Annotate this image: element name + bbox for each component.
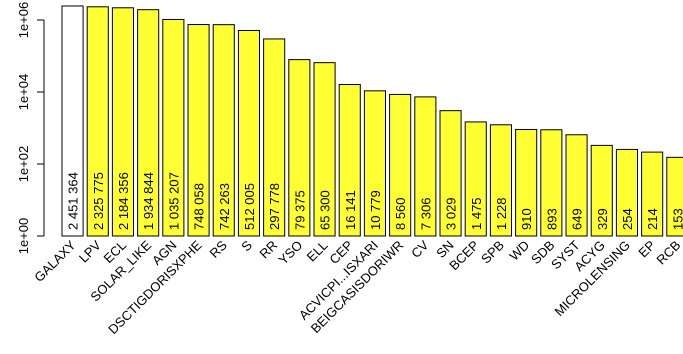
bar-value-label: 16 141: [343, 190, 358, 230]
bar: [263, 38, 286, 237]
y-axis: 1e+00 1e+02 1e+04 1e+06: [16, 2, 45, 255]
bar: [313, 62, 336, 237]
bar-value-label: 214: [645, 208, 660, 230]
bar-value-label: 7 306: [418, 197, 433, 230]
y-tick-label: 1e+02: [16, 146, 31, 183]
bar-value-label: 297 778: [267, 183, 282, 230]
category-label: S: [238, 237, 255, 254]
bar-value-label: 512 005: [242, 183, 257, 230]
bar-value-label: 2 451 364: [66, 172, 81, 230]
bars: [61, 5, 683, 237]
bar: [565, 134, 588, 237]
bar-value-label: 2 325 775: [91, 172, 106, 230]
category-label: ELL: [304, 238, 331, 265]
bar: [540, 129, 563, 237]
bar: [212, 24, 235, 237]
bar-value-label: 742 263: [217, 183, 232, 230]
category-label: SPB: [478, 238, 507, 267]
bar-value-label: 893: [544, 208, 559, 230]
bar: [666, 156, 683, 237]
bar: [363, 90, 386, 237]
y-tick-label: 1e+06: [16, 2, 31, 39]
bar: [111, 7, 135, 237]
bar: [86, 6, 109, 237]
category-label: WD: [506, 238, 532, 264]
bar: [489, 124, 512, 237]
bar-value-label: 254: [620, 208, 635, 230]
bar-value-label: 1 035 207: [166, 172, 181, 230]
bar: [162, 18, 185, 237]
value-labels: 2 451 364 2 325 775 2 184 356 1 934 844 1 03…: [66, 172, 683, 230]
bar-value-label: 1 228: [494, 197, 509, 230]
bar: [288, 59, 311, 237]
bar-value-label: 1 934 844: [141, 172, 156, 230]
bar-value-label: 10 779: [368, 190, 383, 230]
bar-value-label: 910: [519, 208, 534, 230]
bar-value-label: 79 375: [292, 190, 307, 230]
bar: [137, 9, 160, 237]
category-label: GALAXY: [31, 237, 79, 285]
bar: [439, 110, 462, 237]
bar: [615, 148, 639, 237]
bar: [338, 84, 361, 237]
category-labels: GALAXYLPVECLSOLAR_LIKEAGNDSCTIGDORISXPHE…: [31, 237, 683, 337]
bar-value-label: 1 475: [469, 197, 484, 230]
bar: [590, 144, 613, 237]
bar: [61, 5, 84, 237]
bar-value-label: 65 300: [318, 190, 333, 230]
bar-value-label: 329: [595, 208, 610, 230]
bar-value-label: 8 560: [393, 197, 408, 230]
bar: [641, 151, 664, 237]
bar-value-label: 748 058: [192, 183, 207, 230]
category-label: CV: [408, 237, 432, 261]
bar: [389, 93, 412, 237]
bar-value-label: 2 184 356: [116, 172, 131, 230]
category-label: LPV: [76, 237, 104, 265]
bar: [187, 24, 210, 237]
category-label: YSO: [275, 238, 305, 268]
bar: [515, 128, 538, 237]
bar: [237, 29, 260, 237]
bar-value-label: 153: [670, 208, 683, 230]
bar: [414, 96, 437, 237]
bar: [464, 121, 487, 237]
bar-value-label: 649: [570, 208, 585, 230]
category-label: BCEP: [446, 238, 482, 274]
category-label: RS: [206, 237, 230, 261]
bar-value-label: 3 029: [444, 197, 459, 230]
y-tick-label: 1e+04: [16, 74, 31, 111]
y-tick-label: 1e+00: [16, 218, 31, 255]
category-label: RCB: [653, 238, 683, 268]
